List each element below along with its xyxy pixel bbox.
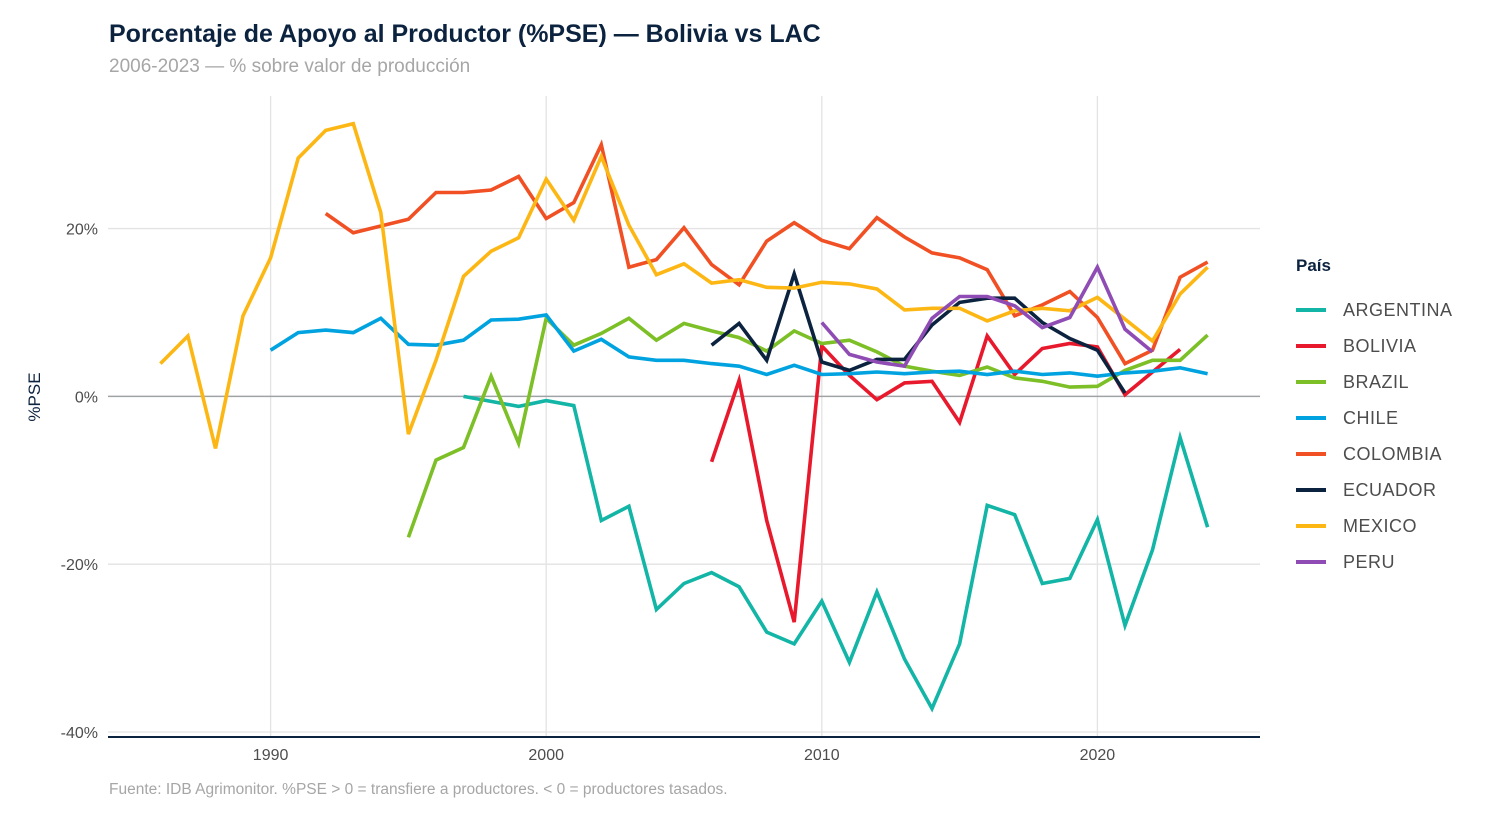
legend: País ARGENTINA BOLIVIA BRAZIL CHILE COLOMBIA…	[1296, 256, 1453, 580]
x-tick-label: 2020	[1080, 747, 1116, 764]
x-tick-label: 2000	[528, 747, 564, 764]
x-tick-label: 1990	[253, 747, 289, 764]
legend-label: PERU	[1343, 551, 1396, 572]
legend-item-bolivia: BOLIVIA	[1296, 328, 1453, 364]
y-tick-label: 0%	[75, 389, 98, 406]
series-line-peru	[820, 263, 1154, 369]
legend-title: País	[1296, 256, 1331, 275]
chart-title: Porcentaje de Apoyo al Productor (%PSE) …	[109, 20, 821, 48]
series-line-ecuador	[710, 267, 1127, 394]
legend-item-colombia: COLOMBIA	[1296, 436, 1453, 472]
x-tick-label: 2010	[804, 747, 840, 764]
legend-label: COLOMBIA	[1343, 443, 1443, 464]
legend-item-brazil: BRAZIL	[1296, 364, 1453, 400]
legend-item-peru: PERU	[1296, 544, 1453, 580]
legend-label: CHILE	[1343, 407, 1399, 428]
y-tick-label: -40%	[61, 725, 98, 742]
legend-swatch	[1296, 488, 1326, 492]
legend-swatch	[1296, 560, 1326, 564]
legend-swatch	[1296, 452, 1326, 456]
legend-swatch	[1296, 524, 1326, 528]
legend-item-mexico: MEXICO	[1296, 508, 1453, 544]
y-tick-label: 20%	[66, 222, 98, 239]
legend-label: ARGENTINA	[1343, 299, 1453, 320]
legend-swatch	[1296, 308, 1326, 312]
series-line-colombia	[324, 139, 1209, 366]
legend-swatch	[1296, 416, 1326, 420]
series-line-brazil	[406, 314, 1209, 538]
legend-label: MEXICO	[1343, 515, 1418, 536]
legend-swatch	[1296, 380, 1326, 384]
axes: 1990 2000 2010 2020 -40% -20% 0% 20%	[61, 222, 1260, 764]
series-line-mexico	[159, 121, 1209, 449]
legend-label: BOLIVIA	[1343, 335, 1417, 356]
series-line-argentina	[463, 394, 1210, 713]
chart-subtitle: 2006-2023 — % sobre valor de producción	[109, 56, 471, 77]
legend-swatch	[1296, 344, 1326, 348]
grid	[108, 96, 1260, 737]
chart-caption: Fuente: IDB Agrimonitor. %PSE > 0 = tran…	[109, 781, 728, 798]
legend-item-chile: CHILE	[1296, 400, 1453, 436]
legend-label: BRAZIL	[1343, 371, 1410, 392]
series-layer	[159, 121, 1210, 713]
series-line-chile	[269, 313, 1208, 379]
legend-item-argentina: ARGENTINA	[1296, 292, 1453, 328]
y-tick-label: -20%	[61, 557, 98, 574]
y-axis-title: %PSE	[25, 372, 44, 421]
legend-label: ECUADOR	[1343, 479, 1437, 500]
legend-item-ecuador: ECUADOR	[1296, 472, 1453, 508]
